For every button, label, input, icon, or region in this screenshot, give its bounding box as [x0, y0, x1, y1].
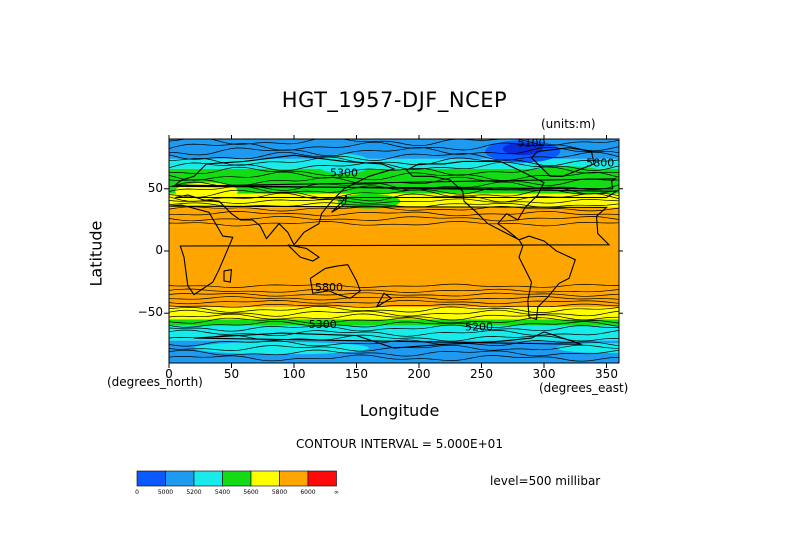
contour-line [169, 329, 619, 337]
contour-line [169, 151, 619, 161]
contour-labels: 5100 5300 5800 5800 5300 5200 [309, 136, 615, 334]
x-tick-label: 150 [345, 367, 368, 381]
colorbar-label: 5200 [186, 489, 201, 496]
coastline [169, 204, 611, 296]
coastline [193, 331, 582, 349]
x-tick-label: 50 [223, 367, 240, 381]
x-tick-label: 350 [595, 367, 618, 381]
contour-anomaly [316, 153, 372, 174]
coastline [530, 147, 595, 177]
contour-line [169, 349, 619, 357]
colorbar-label: 5600 [243, 489, 258, 496]
contour-line [169, 334, 619, 342]
y-axis-units: (degrees_north) [107, 375, 203, 389]
colorbar-swatch [307, 470, 337, 487]
colorbar-label: 0 [135, 489, 139, 496]
contour-line [169, 283, 619, 288]
coastline [331, 194, 348, 213]
contour-line [169, 317, 619, 325]
contour-line [169, 156, 619, 167]
coastline [376, 292, 393, 308]
x-tick-label: 250 [470, 367, 493, 381]
colorbar-swatch [279, 470, 309, 487]
x-tick-label: 0 [165, 367, 173, 381]
colorbar: 0 5000 5200 5400 5600 5800 6000 ∞ [135, 470, 339, 496]
colorbar-swatch [250, 470, 280, 487]
colorbar-label: 6000 [300, 489, 315, 496]
colorbar-swatch [222, 470, 252, 487]
axis-ticks [164, 135, 623, 368]
coastline [406, 160, 545, 241]
contour-line [169, 146, 619, 157]
x-axis-label: Longitude [359, 401, 440, 420]
contour-line [169, 166, 619, 176]
y-tick-label: −50 [137, 305, 163, 320]
colorbar-swatch [136, 470, 166, 487]
contour-label: 5800 [586, 156, 614, 169]
y-axis-label: Latitude [86, 220, 106, 287]
contour-band [169, 226, 619, 293]
contour-line [169, 171, 619, 181]
chart-title: HGT_1957-DJF_NCEP [281, 88, 508, 112]
x-axis-units: (degrees_east) [539, 381, 629, 395]
contour-line [169, 141, 619, 152]
contour-line [169, 296, 619, 301]
contour-line [169, 220, 619, 227]
coastline [171, 178, 618, 190]
colorbar-swatch [193, 470, 223, 487]
level-note: level=500 millibar [490, 474, 601, 488]
contour-line [169, 189, 619, 199]
contour-label: 5300 [309, 318, 337, 331]
units-note: (units:m) [541, 117, 596, 131]
contour-label: 5800 [315, 281, 343, 294]
y-tick-label: 0 [155, 243, 163, 257]
contour-label: 5300 [330, 166, 358, 179]
contour-line [169, 303, 619, 308]
colorbar-label: 5400 [215, 489, 230, 496]
coastline [287, 244, 321, 262]
coastline [309, 264, 361, 299]
coastlines [169, 147, 619, 349]
contour-line [169, 288, 619, 293]
contour-line [169, 320, 619, 328]
x-tick-label: 200 [407, 367, 431, 381]
contour-line [169, 198, 619, 204]
x-tick-label: 100 [282, 367, 306, 381]
contour-anomaly [194, 341, 369, 355]
contour-band [169, 207, 619, 227]
colorbar-label: 5800 [272, 489, 287, 496]
contour-line [169, 210, 619, 217]
contour-line [169, 324, 619, 332]
contour-line [169, 206, 619, 212]
coastline [173, 154, 619, 246]
colorbar-label: ∞ [334, 489, 339, 496]
y-tick-label: 50 [147, 180, 163, 195]
contour-label: 5100 [518, 136, 546, 149]
contour-line [169, 305, 619, 313]
contour-line [169, 292, 619, 297]
contour-line [169, 161, 619, 172]
contour-label: 5200 [465, 321, 493, 334]
contour-line [169, 313, 619, 321]
coastline [518, 235, 576, 321]
contour-interval: CONTOUR INTERVAL = 5.000E+01 [296, 437, 503, 451]
coastline [223, 269, 233, 283]
contour-line [169, 309, 619, 317]
contour-line [169, 215, 619, 222]
colorbar-swatch [165, 470, 195, 487]
colorbar-label: 5000 [158, 489, 173, 496]
x-tick-label: 300 [532, 367, 556, 381]
contour-line [169, 344, 619, 352]
contour-line [169, 354, 619, 362]
contour-band [169, 158, 619, 169]
